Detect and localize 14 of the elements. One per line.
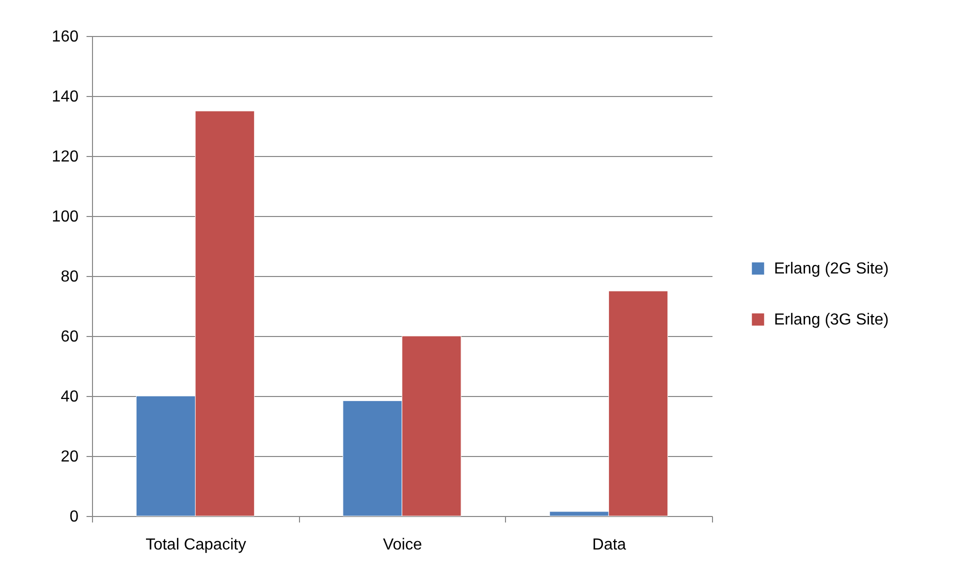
y-tick-label: 0 [70,508,79,526]
y-tick-label: 20 [60,448,79,466]
y-tick-label: 60 [60,328,79,346]
y-tick-label: 140 [52,88,79,106]
y-tick-label: 80 [60,268,79,286]
legend-label: Erlang (3G Site) [774,312,889,328]
x-tick-label: Total Capacity [146,536,246,554]
x-tick-label: Voice [382,536,422,554]
y-tick-label: 40 [60,388,79,406]
y-tick-label: 120 [52,148,79,166]
x-tick-label: Data [592,536,626,554]
legend-label: Erlang (2G Site) [774,260,889,278]
y-tick-label: 160 [52,28,79,46]
y-tick-label: 100 [52,208,79,226]
